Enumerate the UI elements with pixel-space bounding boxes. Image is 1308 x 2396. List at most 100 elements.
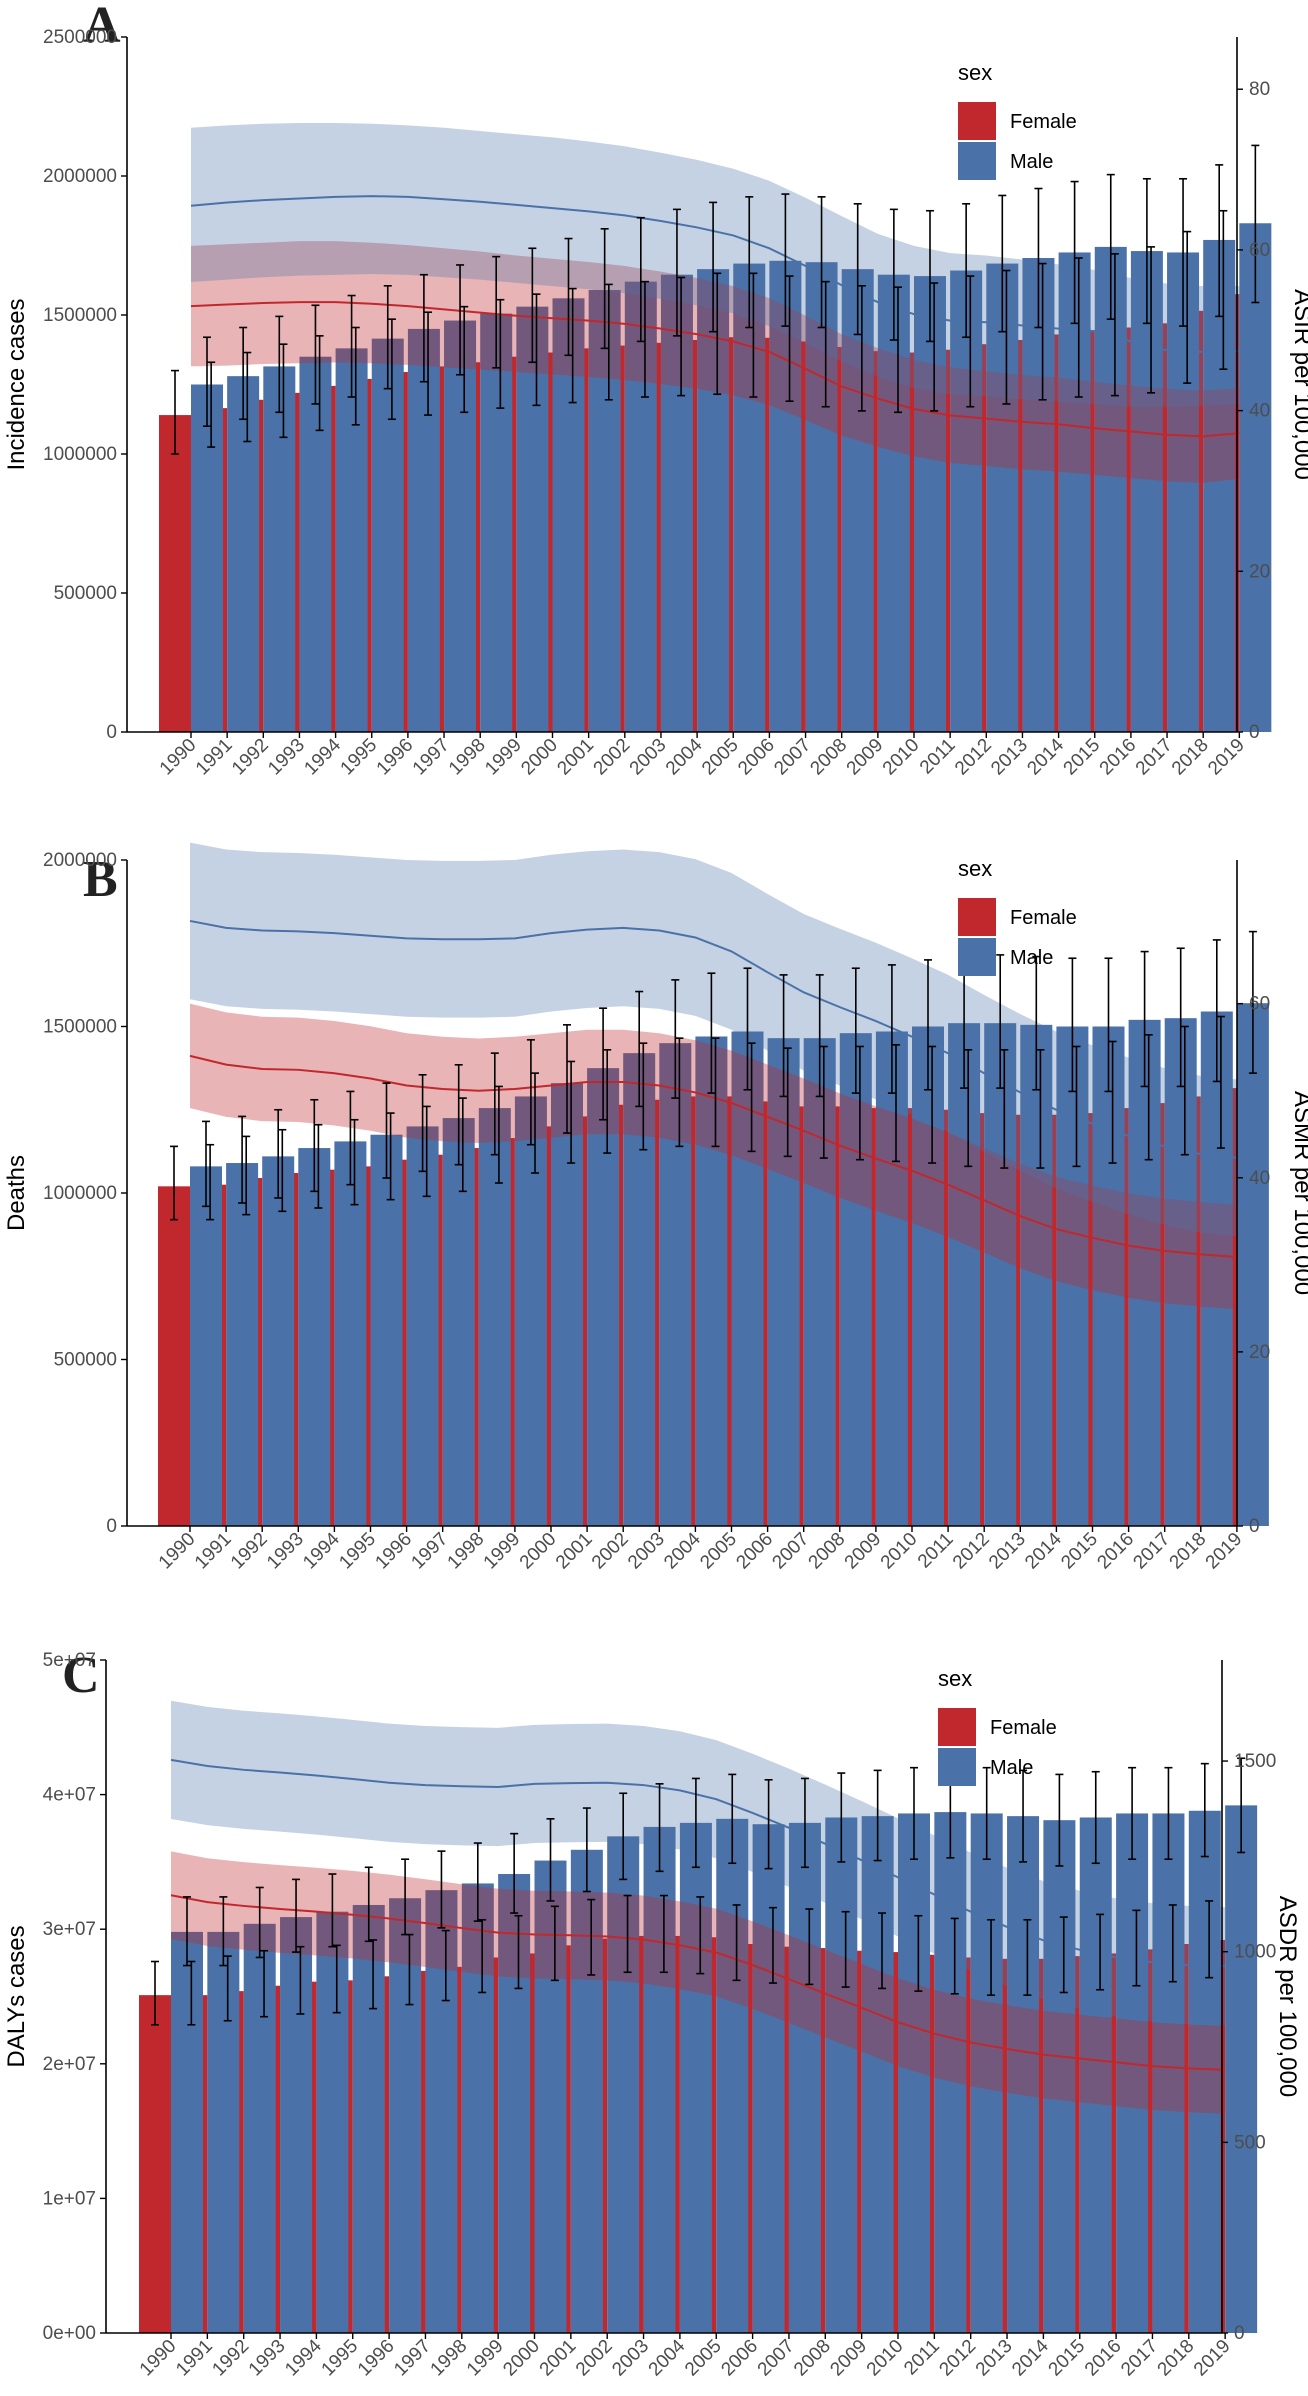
y2-tick-label: 60 (1249, 994, 1270, 1015)
x-tick-label: 2009 (826, 2336, 871, 2381)
panel-letter: B (83, 851, 118, 908)
y-tick-label: 4e+07 (43, 1785, 96, 1806)
y2-tick-label: 500 (1234, 2132, 1266, 2153)
y-tick-label: 0e+00 (43, 2323, 96, 2344)
x-tick-label: 1999 (480, 1529, 525, 1574)
bar (480, 313, 513, 732)
rate-band-male (190, 842, 1237, 1237)
legend-label-male: Male (990, 1757, 1033, 1779)
bar (587, 1068, 620, 1526)
x-tick-label: 2006 (734, 735, 779, 780)
legend-label-female: Female (1010, 907, 1077, 929)
bar (478, 1108, 511, 1526)
bar (191, 384, 223, 732)
bar (841, 269, 874, 732)
x-tick-label: 1996 (354, 2336, 399, 2381)
bar (914, 276, 946, 732)
x-tick-label: 2008 (805, 1529, 850, 1574)
bar (875, 1031, 908, 1526)
bar (280, 1917, 313, 2333)
series-male (191, 223, 1272, 732)
x-tick-label: 2000 (499, 2336, 544, 2381)
y-tick-label: 1500000 (43, 1017, 117, 1038)
bar (1094, 246, 1127, 732)
bar (1020, 1024, 1053, 1526)
bar (371, 338, 404, 732)
bar (444, 320, 477, 732)
bar (1167, 252, 1200, 732)
x-tick-label: 2008 (806, 735, 851, 780)
bar (139, 1995, 171, 2333)
x-tick-label: 2012 (935, 2336, 980, 2381)
bar (588, 289, 621, 732)
y-tick-label: 1000000 (43, 444, 117, 465)
chart-panel-a: A 0 500000 1000000 1500000 2000000 2500000 0 20 4… (3, 0, 1308, 779)
bar (570, 1849, 603, 2333)
rate-line-female (190, 301, 1240, 438)
rate-line-female (189, 1054, 1237, 1258)
rate-band-male (171, 1700, 1226, 2026)
bar (624, 281, 657, 732)
chart-panel-c: C 0e+00 1e+07 2e+07 3e+07 4e+07 5e+07 0 500 1000 1… (3, 1647, 1301, 2380)
rate-line-male (189, 919, 1237, 1159)
legend: sex Female Male (938, 1666, 1057, 1786)
x-tick-label: 2017 (1117, 2336, 1162, 2381)
x-tick-label: 2017 (1129, 1529, 1174, 1574)
x-tick-label: 1990 (155, 1529, 200, 1574)
rate-line-female (170, 1894, 1226, 2071)
rate-line-male (170, 1758, 1226, 1968)
bar (788, 1822, 821, 2333)
x-tick-label: 2010 (877, 1529, 922, 1574)
x-tick-label: 2000 (517, 735, 562, 780)
bar (861, 1816, 894, 2333)
bar (407, 328, 440, 732)
legend-swatch-female (958, 102, 996, 140)
bar (643, 1826, 676, 2333)
bar (1022, 258, 1055, 732)
bar (1225, 1805, 1258, 2333)
y-axis-label: DALYs cases (3, 1925, 30, 2067)
bar (948, 1023, 981, 1526)
x-tick-label: 2002 (590, 735, 635, 780)
bar (986, 263, 1019, 732)
y-tick-label: 2e+07 (43, 2054, 96, 2075)
bar (298, 1148, 331, 1526)
bar (825, 1817, 858, 2333)
x-tick-label: 2011 (914, 1529, 958, 1573)
y2-tick-label: 80 (1249, 79, 1270, 100)
panel-letter: C (62, 1647, 100, 1704)
rate-band-female (171, 1851, 1226, 2114)
chart-panel-b: B 0 500000 1000000 1500000 2000000 0 20 40 60 1990… (3, 842, 1308, 1574)
bar (461, 1883, 494, 2333)
x-tick-label: 2001 (553, 735, 598, 780)
x-tick-label: 2016 (1081, 2336, 1126, 2381)
x-tick-label: 2013 (987, 735, 1032, 780)
bar (243, 1923, 276, 2333)
x-tick-label: 2019 (1190, 2336, 1235, 2381)
bar (695, 1036, 728, 1526)
x-tick-label: 2011 (900, 2336, 944, 2380)
y-tick-label: 500000 (54, 1350, 117, 1371)
x-tick-label: 2010 (879, 735, 924, 780)
y-tick-label: 1e+07 (43, 2188, 96, 2209)
x-tick-label: 1992 (208, 2336, 253, 2381)
bar (389, 1898, 422, 2333)
y2-axis-label: ASMR per 100,000 (1289, 1091, 1308, 1295)
x-tick-label: 1990 (156, 735, 201, 780)
y2-tick-label: 1500 (1234, 1751, 1276, 1772)
bar (263, 366, 296, 732)
x-tick-label: 2007 (754, 2336, 799, 2381)
bar (1128, 1019, 1161, 1526)
y2-tick-label: 40 (1249, 401, 1270, 422)
x-tick-label: 2006 (732, 1529, 777, 1574)
x-tick-label: 2012 (949, 1529, 994, 1574)
x-tick-label: 2005 (681, 2336, 726, 2381)
x-tick-label: 2003 (608, 2336, 653, 2381)
bar (1056, 1026, 1089, 1526)
bar (733, 263, 766, 732)
legend-title: sex (958, 60, 992, 85)
bar (839, 1033, 872, 1526)
bar (1152, 1813, 1185, 2333)
bar (1236, 1003, 1269, 1526)
x-tick-label: 2001 (552, 1529, 597, 1574)
